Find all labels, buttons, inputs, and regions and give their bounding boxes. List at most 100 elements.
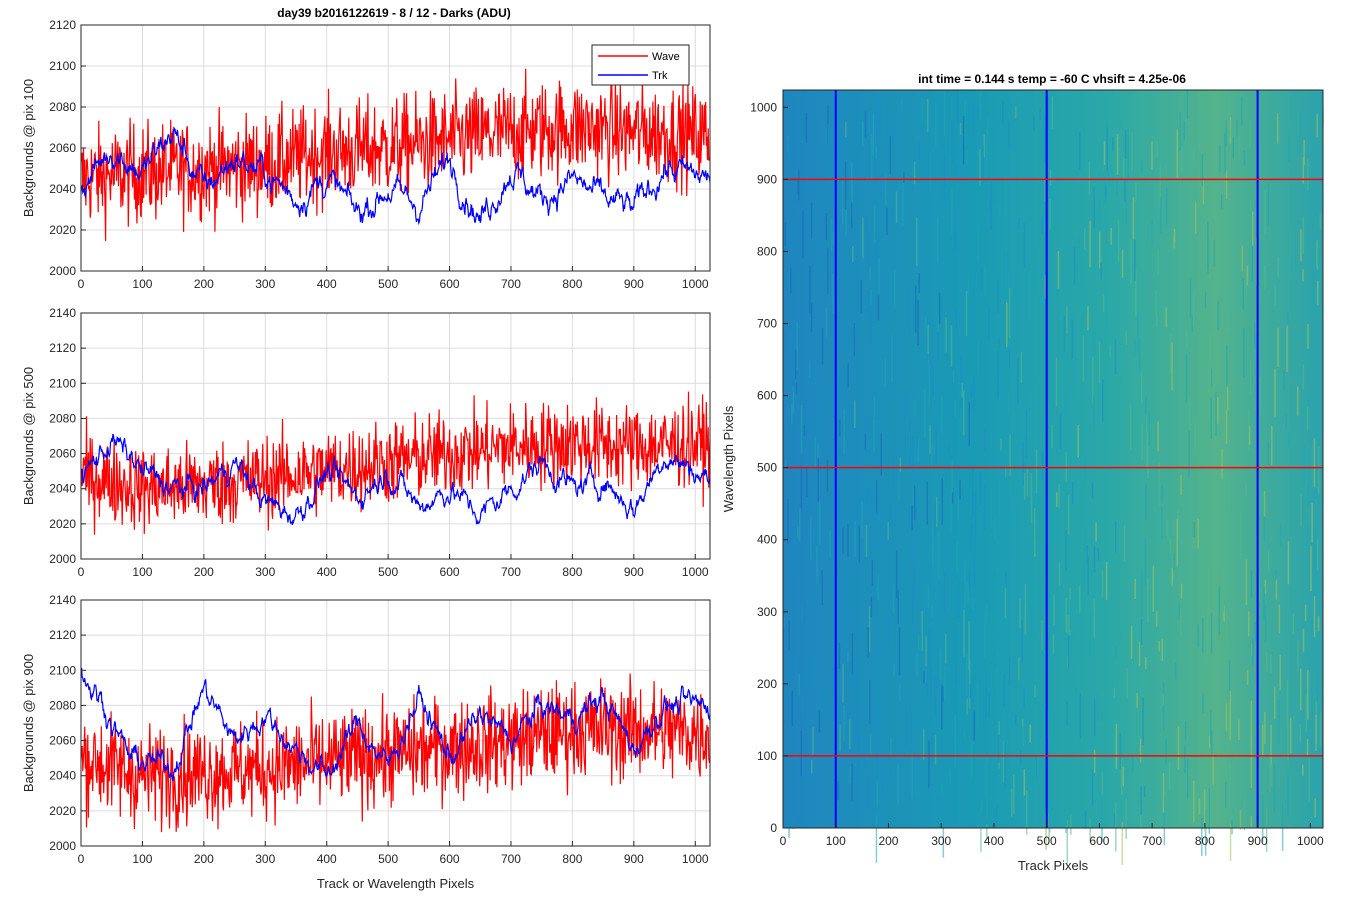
y-tick-label: 500 [757,461,777,475]
x-tick-label: 1000 [1297,834,1324,848]
y-tick-label: 2060 [49,447,76,461]
y-tick-label: 2060 [49,734,76,748]
axes-frame [80,312,711,560]
y-tick-label: 2020 [49,804,76,818]
y-axis-label: Wavelength Pixels [721,405,736,512]
y-tick-label: 800 [757,244,777,258]
y-tick-label: 2020 [49,223,76,237]
y-tick-label: 2000 [49,839,76,853]
y-tick-label: 300 [757,605,777,619]
y-tick-label: 2100 [49,59,76,73]
x-tick-label: 600 [440,277,460,291]
series-line-wave [81,673,710,833]
y-tick-label: 2060 [49,141,76,155]
x-tick-label: 1000 [682,277,709,291]
heatmap-title: int time = 0.144 s temp = -60 C vhsift =… [918,72,1186,86]
series-line-trk [81,433,710,526]
y-tick-label: 2120 [49,18,76,32]
x-tick-label: 800 [562,277,582,291]
y-tick-label: 600 [757,389,777,403]
x-axis-label: Track or Wavelength Pixels [317,876,475,891]
x-tick-label: 500 [1037,834,1057,848]
x-tick-label: 400 [317,277,337,291]
heatmap-texture [783,90,1324,865]
x-tick-label: 600 [440,852,460,866]
x-tick-label: 600 [1089,834,1109,848]
x-tick-label: 900 [624,565,644,579]
y-tick-label: 2020 [49,517,76,531]
x-tick-label: 200 [194,277,214,291]
y-tick-label: 0 [770,821,777,835]
series-line-trk [81,667,710,782]
y-tick-label: 2000 [49,264,76,278]
y-tick-label: 2080 [49,100,76,114]
y-tick-label: 2140 [49,306,76,320]
x-tick-label: 900 [624,852,644,866]
legend: Wave Trk [591,44,690,86]
x-tick-label: 500 [378,565,398,579]
x-tick-label: 300 [931,834,951,848]
x-tick-label: 800 [1195,834,1215,848]
series-line-wave [81,391,710,535]
y-tick-label: 2080 [49,411,76,425]
x-tick-label: 1000 [682,852,709,866]
series-line-wave [81,68,710,242]
legend-box [591,44,690,86]
x-tick-label: 0 [780,834,787,848]
x-tick-label: 300 [255,565,275,579]
axes-frame [80,599,711,847]
x-tick-label: 300 [255,852,275,866]
x-tick-label: 900 [1248,834,1268,848]
y-tick-label: 2040 [49,769,76,783]
x-tick-label: 800 [562,852,582,866]
x-tick-label: 400 [317,852,337,866]
x-tick-label: 100 [132,277,152,291]
x-tick-label: 0 [78,565,85,579]
x-tick-label: 100 [132,565,152,579]
y-tick-label: 1000 [750,100,777,114]
x-tick-label: 100 [132,852,152,866]
heatmap-subplot: 0 100 200 300 400 500 600 700 800 900 1000 0 100 200 3… [721,89,1324,873]
legend-wave-label: Wave [652,51,680,63]
x-tick-label: 300 [255,277,275,291]
x-tick-label: 800 [562,565,582,579]
x-axis-label: Track Pixels [1018,858,1089,873]
x-tick-label: 700 [501,277,521,291]
y-tick-label: 2100 [49,376,76,390]
y-tick-label: 400 [757,533,777,547]
x-tick-label: 900 [624,277,644,291]
x-tick-label: 1000 [682,565,709,579]
legend-trk-label: Trk [652,70,668,82]
y-tick-label: 700 [757,317,777,331]
subplot-pix-900: 0 100 200 300 400 500 600 700 800 900 1000 2000 2020… [21,593,711,891]
series-line-trk [81,127,710,226]
x-tick-label: 500 [378,852,398,866]
y-axis-label: Backgrounds @ pix 500 [21,367,36,505]
x-tick-label: 500 [378,277,398,291]
x-tick-label: 400 [984,834,1004,848]
y-tick-label: 2080 [49,698,76,712]
y-tick-label: 2120 [49,628,76,642]
x-tick-label: 700 [501,852,521,866]
x-tick-label: 200 [194,565,214,579]
chart-title: day39 b2016122619 - 8 / 12 - Darks (ADU) [277,6,510,20]
y-tick-label: 2040 [49,182,76,196]
x-tick-label: 400 [317,565,337,579]
x-tick-label: 0 [78,852,85,866]
y-tick-label: 900 [757,172,777,186]
y-tick-label: 200 [757,677,777,691]
y-tick-label: 2120 [49,341,76,355]
heatmap-frame [782,89,1324,829]
x-tick-label: 100 [826,834,846,848]
y-tick-label: 2100 [49,663,76,677]
x-tick-label: 700 [1142,834,1162,848]
x-tick-label: 600 [440,565,460,579]
x-tick-label: 700 [501,565,521,579]
x-tick-label: 200 [194,852,214,866]
y-tick-label: 2140 [49,593,76,607]
y-axis-label: Backgrounds @ pix 900 [21,654,36,792]
x-tick-label: 200 [878,834,898,848]
subplot-pix-500: 0 100 200 300 400 500 600 700 800 900 1000 2000 2020… [21,306,711,579]
y-tick-label: 2040 [49,482,76,496]
